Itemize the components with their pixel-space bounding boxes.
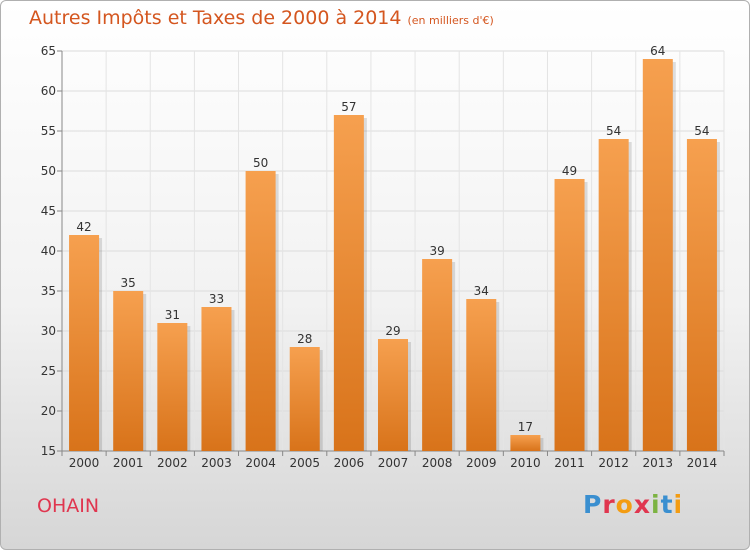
city-name: OHAIN xyxy=(37,495,100,517)
x-tick-label: 2011 xyxy=(554,456,585,470)
bars xyxy=(69,59,720,451)
y-tick-label: 35 xyxy=(41,284,56,298)
x-tick-label: 2006 xyxy=(334,456,365,470)
bar-2005 xyxy=(289,347,320,451)
chart-title-text: Autres Impôts et Taxes de 2000 à 2014 xyxy=(29,7,402,29)
y-tick-label: 65 xyxy=(41,44,56,58)
y-tick-label: 60 xyxy=(41,84,56,98)
value-label: 42 xyxy=(76,220,91,234)
proxiti-logo[interactable]: Proxiti xyxy=(583,490,684,519)
value-label: 28 xyxy=(297,332,312,346)
x-tick-label: 2001 xyxy=(113,456,144,470)
bar-2000 xyxy=(69,235,100,451)
x-tick-label: 2012 xyxy=(598,456,629,470)
y-tick-label: 15 xyxy=(41,444,56,458)
value-label: 35 xyxy=(121,276,136,290)
y-tick-label: 45 xyxy=(41,204,56,218)
bar-2001 xyxy=(113,291,144,451)
bar-2003 xyxy=(201,307,232,451)
bar-2011 xyxy=(554,179,585,451)
y-tick-label: 20 xyxy=(41,404,56,418)
bar-2012 xyxy=(598,139,629,451)
bar-2006 xyxy=(333,115,364,451)
value-label: 33 xyxy=(209,292,224,306)
value-label: 54 xyxy=(606,124,621,138)
chart-subtitle: (en milliers d'€) xyxy=(407,14,494,27)
bar-2013 xyxy=(642,59,673,451)
y-tick-label: 30 xyxy=(41,324,56,338)
value-labels: 42 35 31 33 50 28 57 29 39 34 17 49 54 64 54 xyxy=(76,44,709,434)
value-label: 31 xyxy=(165,308,180,322)
value-label: 29 xyxy=(385,324,400,338)
bar-2014 xyxy=(686,139,717,451)
x-tick-label: 2007 xyxy=(378,456,409,470)
bar-2010 xyxy=(510,435,541,451)
value-label: 64 xyxy=(650,44,665,58)
bar-2009 xyxy=(466,299,497,451)
tick-labels: 15 20 25 30 35 40 45 50 55 60 65 2000 2001 2002 2003 20… xyxy=(41,44,717,470)
x-tick-label: 2005 xyxy=(289,456,320,470)
chart-title: Autres Impôts et Taxes de 2000 à 2014 (en… xyxy=(29,7,494,29)
bar-2008 xyxy=(422,259,453,451)
value-label: 49 xyxy=(562,164,577,178)
x-tick-label: 2010 xyxy=(510,456,541,470)
value-label: 34 xyxy=(474,284,489,298)
value-label: 54 xyxy=(694,124,709,138)
value-label: 17 xyxy=(518,420,533,434)
x-tick-label: 2008 xyxy=(422,456,453,470)
bar-2004 xyxy=(245,171,276,451)
y-tick-label: 40 xyxy=(41,244,56,258)
y-tick-label: 55 xyxy=(41,124,56,138)
y-tick-label: 25 xyxy=(41,364,56,378)
x-tick-label: 2003 xyxy=(201,456,232,470)
value-label: 57 xyxy=(341,100,356,114)
y-tick-label: 50 xyxy=(41,164,56,178)
x-tick-label: 2000 xyxy=(69,456,100,470)
x-tick-label: 2004 xyxy=(245,456,276,470)
x-tick-label: 2014 xyxy=(687,456,718,470)
x-tick-label: 2013 xyxy=(643,456,674,470)
x-tick-label: 2009 xyxy=(466,456,497,470)
value-label: 39 xyxy=(429,244,444,258)
bar-2007 xyxy=(377,339,409,451)
bar-2002 xyxy=(157,323,188,451)
x-tick-label: 2002 xyxy=(157,456,188,470)
value-label: 50 xyxy=(253,156,268,170)
